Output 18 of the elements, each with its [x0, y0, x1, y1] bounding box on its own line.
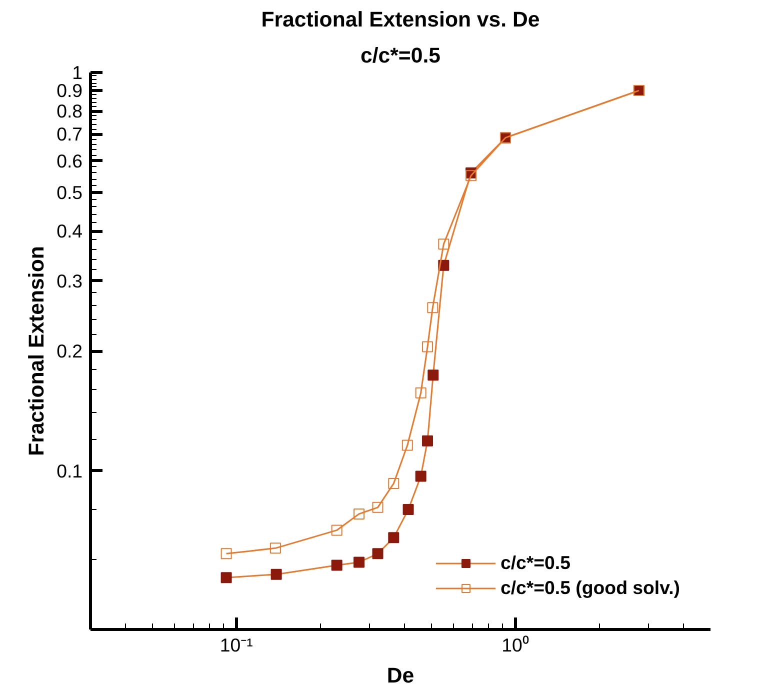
y-tick-label: 1	[72, 62, 83, 83]
x-tick-label: 10⁰	[502, 634, 530, 656]
x-tick-label: 10⁻¹	[220, 634, 253, 656]
y-tick-label: 0.8	[56, 100, 83, 122]
y-tick-label: 0.9	[56, 80, 83, 102]
chart-subtitle: c/c*=0.5	[360, 44, 441, 68]
y-tick-label: 0.3	[56, 270, 83, 292]
legend-label: c/c*=0.5	[500, 552, 570, 574]
y-tick-label: 0.6	[56, 150, 83, 172]
y-tick-label: 0.1	[56, 460, 83, 482]
y-axis-title: Fractional Extension	[24, 246, 49, 456]
chart-title: Fractional Extension vs. De	[261, 8, 540, 32]
legend-label: c/c*=0.5 (good solv.)	[500, 577, 680, 599]
y-tick-label: 0.5	[56, 182, 83, 203]
y-tick-label: 0.7	[56, 124, 83, 145]
x-axis-title: De	[386, 664, 414, 688]
y-tick-label: 0.2	[56, 340, 83, 362]
y-tick-label: 0.4	[56, 220, 83, 242]
